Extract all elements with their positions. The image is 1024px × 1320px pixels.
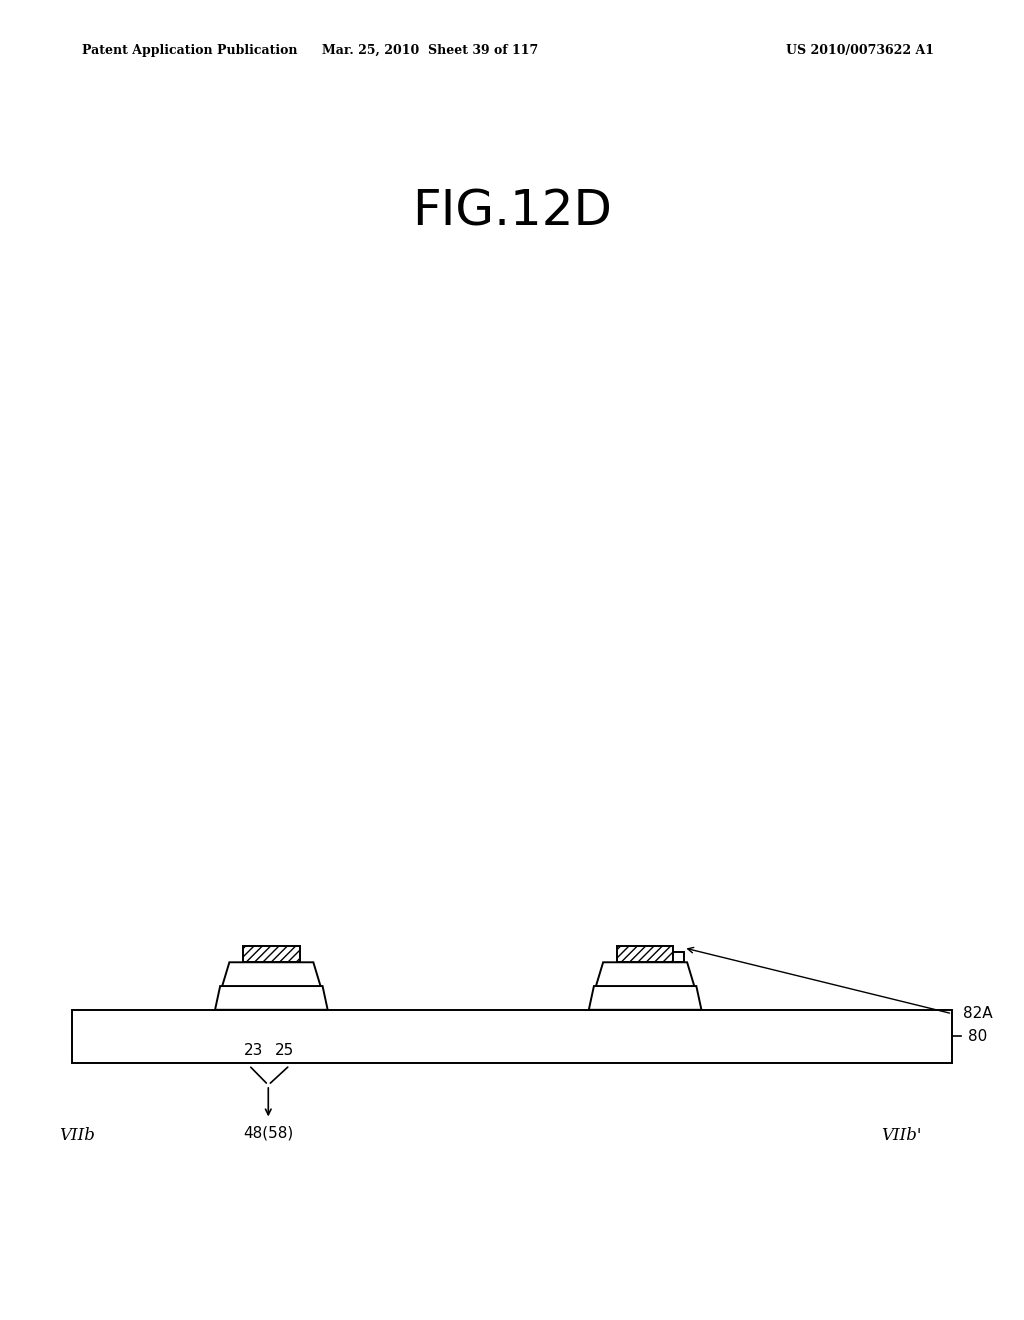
Text: 48(58): 48(58) xyxy=(243,1125,294,1140)
Polygon shape xyxy=(589,986,701,1010)
Bar xyxy=(244,946,300,962)
Text: Patent Application Publication: Patent Application Publication xyxy=(82,44,297,57)
Bar xyxy=(72,1010,952,1063)
Text: Mar. 25, 2010  Sheet 39 of 117: Mar. 25, 2010 Sheet 39 of 117 xyxy=(322,44,539,57)
Text: 82A: 82A xyxy=(963,1006,992,1022)
Polygon shape xyxy=(215,986,328,1010)
Bar xyxy=(616,946,674,962)
Text: 80: 80 xyxy=(968,1028,987,1044)
Polygon shape xyxy=(222,962,321,986)
Text: VIIb: VIIb xyxy=(58,1127,95,1143)
Text: FIG.12D: FIG.12D xyxy=(412,187,612,235)
Text: VIIb': VIIb' xyxy=(881,1127,922,1143)
Text: 25: 25 xyxy=(275,1043,294,1059)
Text: US 2010/0073622 A1: US 2010/0073622 A1 xyxy=(786,44,934,57)
Bar xyxy=(674,952,684,962)
Polygon shape xyxy=(596,962,694,986)
Text: 23: 23 xyxy=(245,1043,263,1059)
